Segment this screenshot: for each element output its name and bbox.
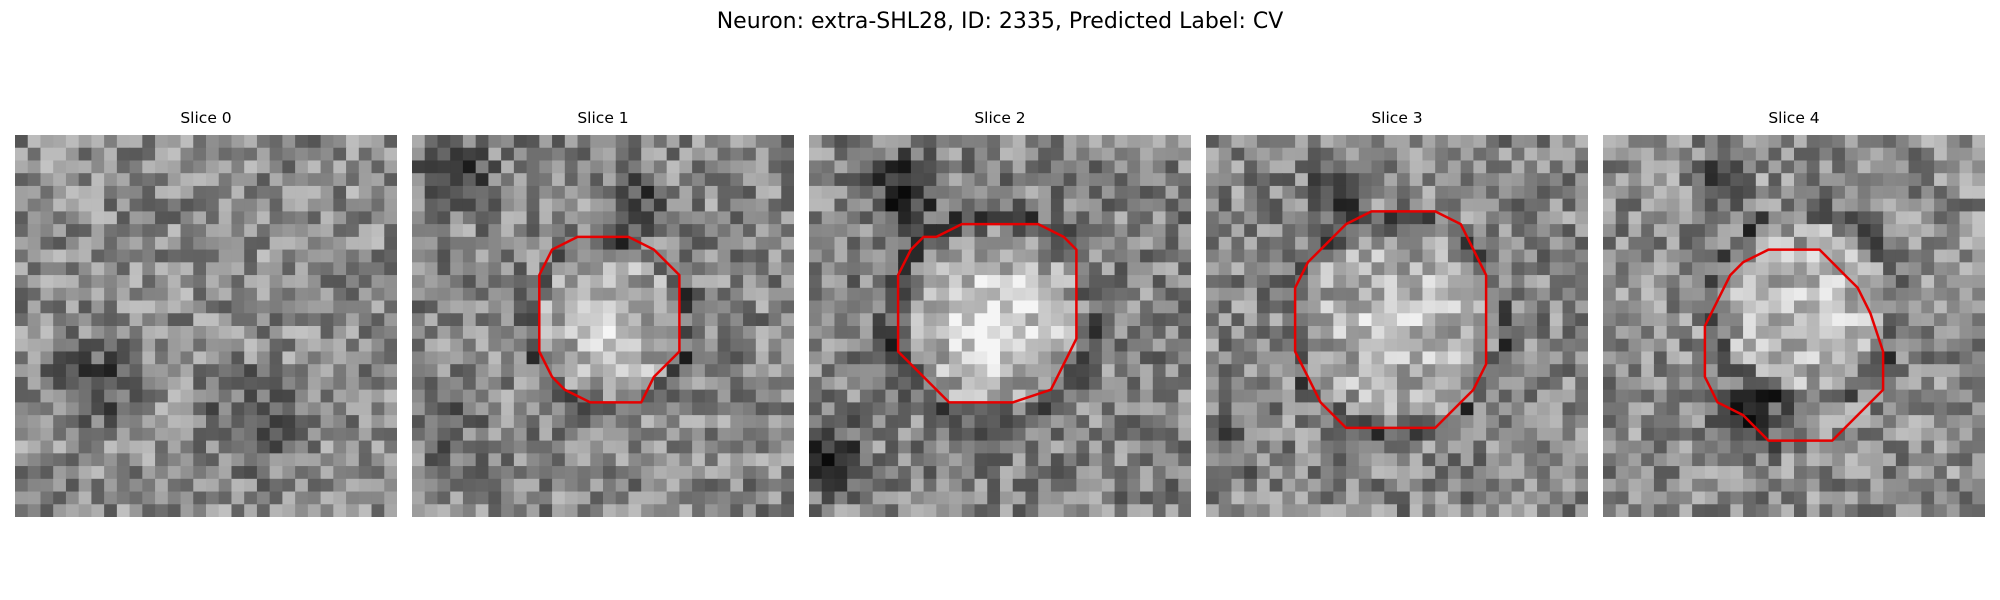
slice-title-4: Slice 4 — [1768, 109, 1820, 127]
slice-image-2 — [809, 135, 1191, 517]
slice-panel-1: Slice 1 — [412, 108, 794, 517]
slice-image-4 — [1603, 135, 1985, 517]
slice-title-0: Slice 0 — [180, 109, 232, 127]
slice-panel-2: Slice 2 — [809, 108, 1191, 517]
slice-image-3 — [1206, 135, 1588, 517]
cell-outline-1 — [538, 235, 681, 404]
slice-panel-4: Slice 4 — [1603, 108, 1985, 517]
cell-outline-4 — [1703, 248, 1885, 442]
slice-image-1 — [412, 135, 794, 517]
slice-panel-3: Slice 3 — [1206, 108, 1588, 517]
slice-title-3: Slice 3 — [1371, 109, 1423, 127]
cell-outline-2 — [896, 222, 1078, 404]
figure-title: Neuron: extra-SHL28, ID: 2335, Predicted… — [716, 9, 1284, 34]
slice-image-0 — [15, 135, 397, 517]
slice-title-1: Slice 1 — [577, 109, 629, 127]
cell-outline-3 — [1293, 210, 1488, 430]
slice-panel-0: Slice 0 — [15, 108, 397, 517]
slice-title-2: Slice 2 — [974, 109, 1026, 127]
